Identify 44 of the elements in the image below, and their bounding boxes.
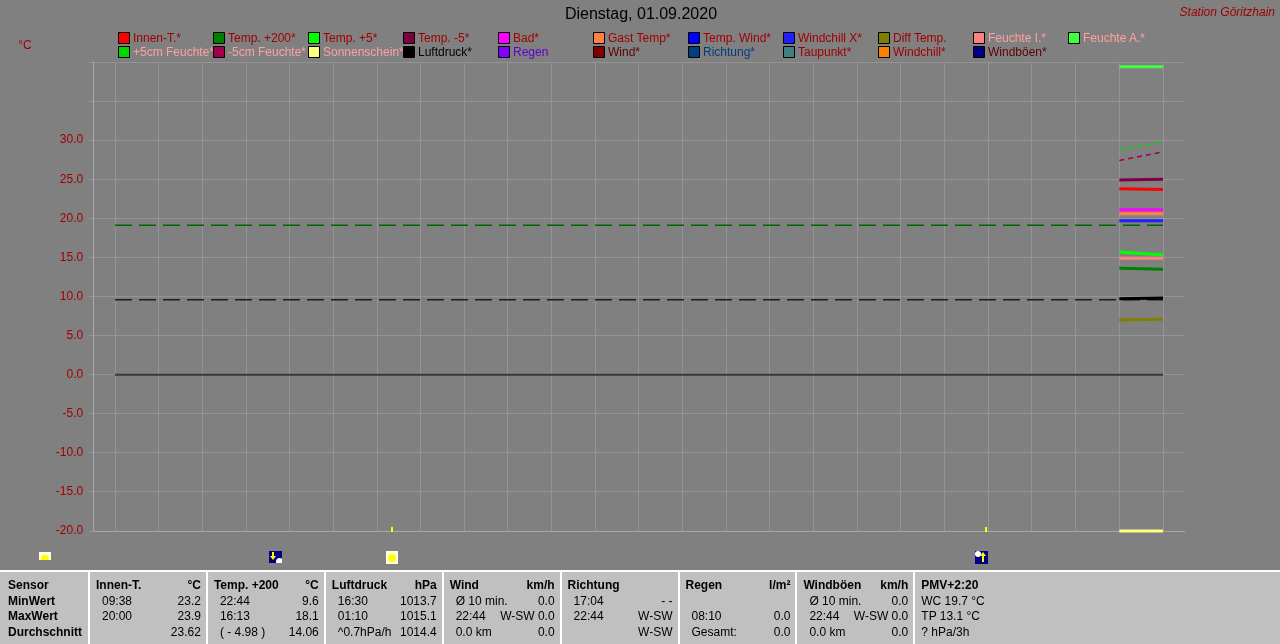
text: Wind km/h Ø 10 min. 0.0 22:44 W-SW 0.0 0.0 km 0.0 xyxy=(449,578,555,639)
legend-label: -5cm Feuchte* xyxy=(228,44,307,59)
text: Innen-T. °C 09:38 23.2 20:00 23.9 23.62 xyxy=(96,578,201,639)
y-tick-label: 20.0 xyxy=(59,210,84,225)
chart-title: Dienstag, 01.09.2020 xyxy=(564,5,718,23)
legend-label: Windchill* xyxy=(893,44,947,59)
text: Station Göritzhain xyxy=(1179,5,1276,20)
legend-label: Regen xyxy=(513,44,549,59)
legend-label: Innen-T.* xyxy=(133,30,182,45)
y-tick-label: -10.0 xyxy=(55,445,84,460)
legend-label: Temp. +200* xyxy=(228,30,297,45)
legend-label: Wind* xyxy=(608,44,641,59)
y-tick-label: 5.0 xyxy=(66,327,84,342)
y-tick-label: 25.0 xyxy=(59,171,84,186)
legend-label: Diff Temp. xyxy=(893,30,947,45)
y-tick-label: -20.0 xyxy=(55,523,84,538)
y-axis-title: °C xyxy=(18,38,33,53)
y-tick-label: -15.0 xyxy=(55,484,84,499)
text: Sensor MinWert MaxWert Durchschnitt xyxy=(8,578,83,640)
legend-label: Temp. +5* xyxy=(323,30,378,45)
y-tick-label: 30.0 xyxy=(59,132,84,147)
text: Windböen km/h Ø 10 min. 0.0 22:44 W-SW 0.0 0.0 km 0.0 xyxy=(803,578,909,639)
legend-label: Sonnenschein* xyxy=(323,44,405,59)
legend-label: +5cm Feuchte* xyxy=(133,44,215,59)
text: Temp. +200 °C 22:44 9.6 16:13 18.1 ( - 4.98 ) 14.06 xyxy=(213,578,319,639)
legend-label: Luftdruck* xyxy=(418,44,473,59)
text: Richtung 17:04 - - 22:44 W-SW W-SW xyxy=(567,578,673,639)
y-tick-label: -5.0 xyxy=(62,406,84,421)
y-tick-label: 15.0 xyxy=(59,249,84,264)
text: Luftdruck hPa 16:30 1013.7 01:10 1015.1 ^0.7hPa/h 1014.4 xyxy=(331,578,437,639)
legend-label: Feuchte I.* xyxy=(988,30,1047,45)
text: Regen l/m² 08:10 0.0 Gesamt: 0.0 xyxy=(685,578,791,639)
y-tick-label: 10.0 xyxy=(59,288,84,303)
legend-label: Bad* xyxy=(513,30,540,45)
legend-label: Richtung* xyxy=(703,44,756,59)
y-tick-label: 0.0 xyxy=(66,366,84,381)
legend-label: Taupunkt* xyxy=(798,44,852,59)
legend-label: Temp. -5* xyxy=(418,30,470,45)
legend-label: Feuchte A.* xyxy=(1083,30,1146,45)
legend-label: Temp. Wind* xyxy=(703,30,772,45)
legend-label: Gast Temp* xyxy=(608,30,671,45)
legend-label: Windchill X* xyxy=(798,30,863,45)
legend-label: Windböen* xyxy=(988,44,1048,59)
text: PMV+2:20 WC 19.7 °C TP 13.1 °C ? hPa/3h xyxy=(921,578,985,640)
